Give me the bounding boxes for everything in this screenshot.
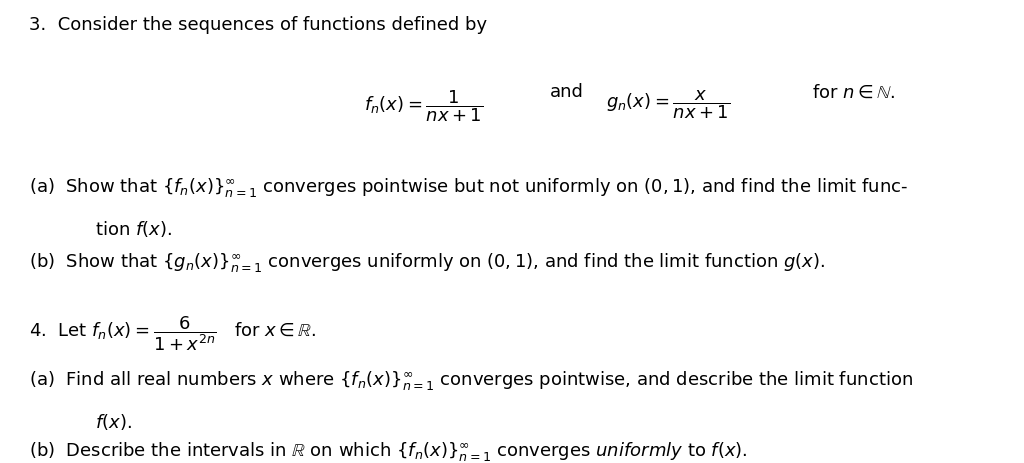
Text: $f(x)$.: $f(x)$.: [95, 412, 132, 432]
Text: and: and: [550, 83, 584, 101]
Text: 4.  Let $f_n(x) = \dfrac{6}{1+x^{2n}}$   for $x \in \mathbb{R}$.: 4. Let $f_n(x) = \dfrac{6}{1+x^{2n}}$ fo…: [29, 314, 315, 353]
Text: (a)  Show that $\{f_n(x)\}_{n=1}^{\infty}$ converges pointwise but not uniformly: (a) Show that $\{f_n(x)\}_{n=1}^{\infty}…: [29, 177, 907, 200]
Text: for $n \in \mathbb{N}$.: for $n \in \mathbb{N}$.: [812, 83, 895, 101]
Text: tion $f(x)$.: tion $f(x)$.: [95, 219, 172, 238]
Text: (b)  Describe the intervals in $\mathbb{R}$ on which $\{f_n(x)\}_{n=1}^{\infty}$: (b) Describe the intervals in $\mathbb{R…: [29, 441, 748, 463]
Text: (a)  Find all real numbers $x$ where $\{f_n(x)\}_{n=1}^{\infty}$ converges point: (a) Find all real numbers $x$ where $\{f…: [29, 370, 912, 394]
Text: 3.  Consider the sequences of functions defined by: 3. Consider the sequences of functions d…: [29, 16, 486, 34]
Text: $g_n(x) = \dfrac{x}{nx+1}$: $g_n(x) = \dfrac{x}{nx+1}$: [606, 88, 730, 121]
Text: $f_n(x) = \dfrac{1}{nx+1}$: $f_n(x) = \dfrac{1}{nx+1}$: [364, 88, 482, 124]
Text: (b)  Show that $\{g_n(x)\}_{n=1}^{\infty}$ converges uniformly on $(0,1)$, and f: (b) Show that $\{g_n(x)\}_{n=1}^{\infty}…: [29, 252, 825, 275]
